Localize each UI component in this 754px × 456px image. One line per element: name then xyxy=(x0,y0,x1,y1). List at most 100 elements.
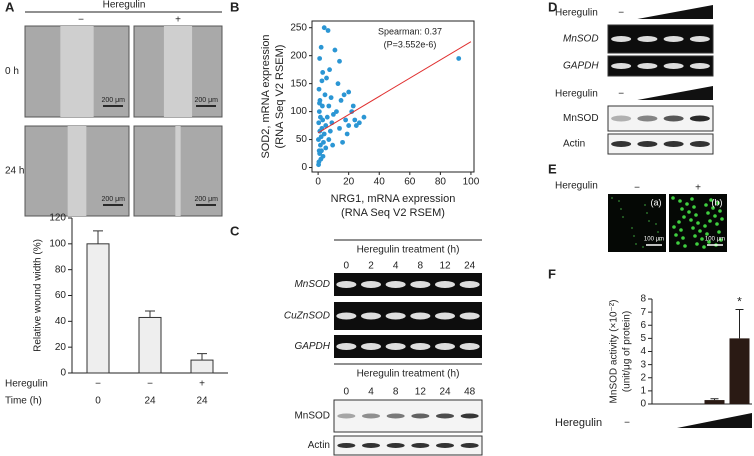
band xyxy=(689,141,710,147)
stain xyxy=(713,214,717,218)
x-row-label: 24 xyxy=(144,396,156,407)
scale-bar-label: 200 μm xyxy=(195,97,219,104)
band xyxy=(385,312,406,320)
y-tick-label: 80 xyxy=(55,264,67,275)
stain xyxy=(683,244,687,248)
point xyxy=(326,137,332,142)
label: Heregulin treatment (h) xyxy=(357,369,460,380)
band xyxy=(436,443,454,448)
error-bar xyxy=(93,230,103,244)
stain xyxy=(644,204,646,206)
stain xyxy=(679,228,683,232)
error-bar xyxy=(735,309,744,339)
band xyxy=(435,343,455,350)
stain xyxy=(720,217,724,221)
stain xyxy=(682,215,686,219)
point xyxy=(318,114,323,120)
gel xyxy=(607,55,714,77)
band xyxy=(436,413,454,419)
stain xyxy=(691,226,695,230)
lane-label: 0 xyxy=(344,387,350,398)
blot xyxy=(607,133,714,155)
band xyxy=(459,312,480,320)
lane-label: 8 xyxy=(418,261,424,272)
scale-bar-label: 200 μm xyxy=(195,196,219,203)
y-tick-label: 60 xyxy=(55,290,67,301)
scale-bar-label: 200 μm xyxy=(102,97,126,104)
point xyxy=(330,142,336,148)
x-tick-label: 60 xyxy=(404,177,416,188)
x-row-name: Heregulin xyxy=(555,417,602,429)
scale-bar-label: 100 μm xyxy=(705,237,725,243)
y-axis-label: (unit/μg of protein) xyxy=(622,311,633,392)
x-row-label: − xyxy=(147,379,153,390)
x-tick-label: 100 xyxy=(463,177,480,188)
point xyxy=(316,162,321,168)
point xyxy=(330,111,336,117)
y-axis-label: Relative wound width (%) xyxy=(33,239,44,352)
lane-label: 24 xyxy=(439,387,451,398)
gene-label: MnSOD xyxy=(563,34,599,45)
band xyxy=(611,141,632,147)
label: − xyxy=(618,8,624,19)
scale-bar-label: 200 μm xyxy=(102,196,126,203)
stain xyxy=(696,221,700,225)
annotation: (P=3.552e-6) xyxy=(384,39,437,49)
label: − xyxy=(618,89,624,100)
bar xyxy=(704,400,725,404)
x-tick-label: 20 xyxy=(343,177,355,188)
stain xyxy=(659,239,661,241)
stain xyxy=(678,199,682,203)
gene-label: MnSOD xyxy=(563,113,599,124)
band xyxy=(411,443,430,448)
stain xyxy=(642,246,644,248)
stain xyxy=(677,220,681,224)
band xyxy=(361,281,381,288)
label: − xyxy=(634,183,640,194)
bar xyxy=(86,243,110,374)
point xyxy=(326,103,332,109)
stain xyxy=(631,227,633,229)
bar xyxy=(190,359,214,374)
panel-label: C xyxy=(230,223,240,238)
gene-label: MnSOD xyxy=(294,279,330,290)
error-bar xyxy=(145,310,155,318)
gel xyxy=(334,273,482,296)
stain xyxy=(618,200,620,202)
y-tick-label: 200 xyxy=(290,50,307,61)
blot xyxy=(333,435,483,456)
x-tick-label: 80 xyxy=(435,177,447,188)
band xyxy=(386,413,405,419)
panel-label: D xyxy=(548,0,557,14)
label: (b) xyxy=(712,197,723,207)
label: − xyxy=(78,15,84,26)
stain xyxy=(694,213,698,217)
label: (a) xyxy=(651,197,662,207)
stain xyxy=(648,220,650,222)
stain xyxy=(657,231,659,233)
x-row-label: − xyxy=(624,418,630,429)
wound-gap xyxy=(67,126,87,216)
band xyxy=(361,343,381,350)
point xyxy=(456,56,462,61)
y-tick-label: 1 xyxy=(640,386,646,397)
band xyxy=(337,413,356,419)
band xyxy=(386,443,405,448)
lane-label: 48 xyxy=(464,387,476,398)
stain xyxy=(718,209,722,213)
point xyxy=(338,98,344,103)
lane-label: 24 xyxy=(464,261,476,272)
gene-label: Actin xyxy=(563,139,585,150)
wound-gap xyxy=(163,26,193,117)
y-axis-label: (RNA Seq V2 RSEM) xyxy=(274,45,286,149)
y-tick-label: 7 xyxy=(640,307,646,318)
point xyxy=(346,89,352,95)
label: Heregulin xyxy=(555,181,598,192)
x-row-label: + xyxy=(199,379,205,390)
band xyxy=(336,312,357,320)
y-axis-label: SOD2, mRNA expression xyxy=(260,34,272,158)
point xyxy=(349,109,355,114)
band xyxy=(637,36,658,42)
y-tick-label: 2 xyxy=(640,372,646,383)
